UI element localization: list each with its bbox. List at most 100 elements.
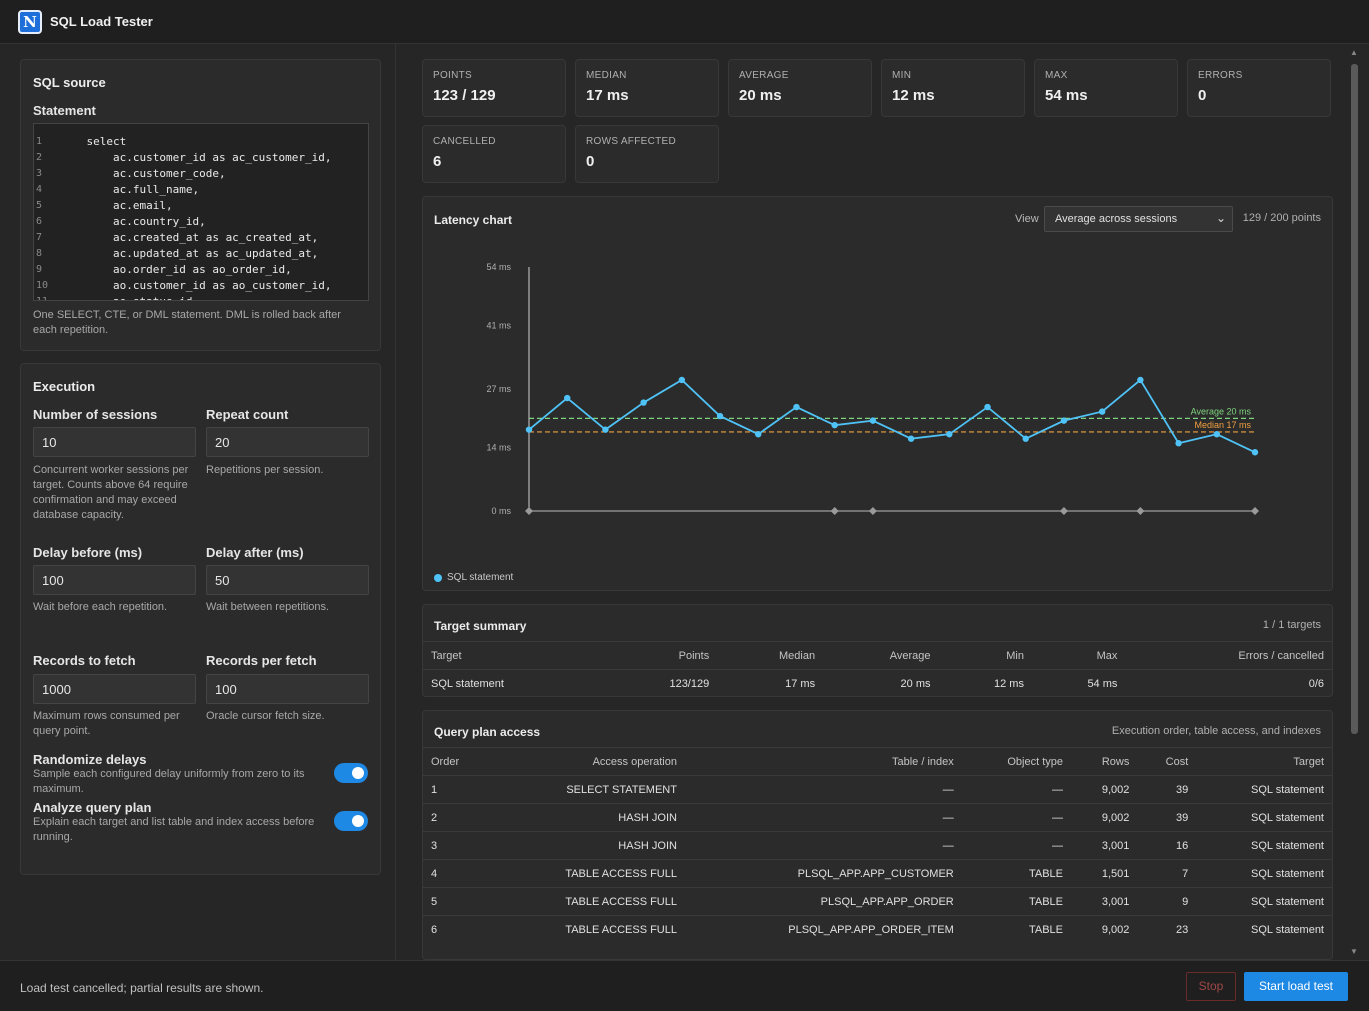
data-point: [793, 403, 800, 411]
table-cell: 3,001: [1071, 831, 1138, 860]
execution-title: Execution: [33, 379, 96, 394]
delay-after-input[interactable]: 50: [206, 565, 369, 595]
code-text: ac.created_at as ac_created_at,: [60, 231, 319, 244]
table-cell: 20 ms: [823, 669, 939, 698]
randomize-toggle[interactable]: [334, 763, 368, 783]
stat-card-average: AVERAGE 20 ms: [728, 59, 872, 117]
stat-card-errors: ERRORS 0: [1187, 59, 1331, 117]
column-header: Rows: [1101, 755, 1130, 768]
code-line: 6 ac.country_id,: [34, 214, 368, 230]
sql-source-card: SQL source Statement 1 select 2 ac.custom…: [20, 59, 381, 351]
column-header: Cost: [1165, 755, 1189, 768]
repeat-input[interactable]: 20: [206, 427, 369, 457]
data-point: [984, 403, 991, 411]
stat-value: 54 ms: [1045, 87, 1088, 104]
records-input[interactable]: 1000: [33, 674, 196, 704]
target-summary-title: Target summary: [434, 619, 527, 633]
table-cell: TABLE ACCESS FULL: [490, 915, 685, 944]
table-cell: 6: [423, 915, 491, 944]
code-line: 9 ao.order_id as ao_order_id,: [34, 262, 368, 278]
data-point: [525, 426, 533, 433]
code-text: ac.full_name,: [60, 183, 200, 196]
code-text: ac.updated_at as ac_updated_at,: [60, 247, 319, 260]
start-load-test-button[interactable]: Start load test: [1244, 972, 1348, 1001]
scroll-down-icon[interactable]: ▼: [1350, 947, 1358, 956]
y-tick-label: 54 ms: [486, 262, 511, 272]
data-point: [1137, 376, 1144, 384]
stat-card-min: MIN 12 ms: [881, 59, 1025, 117]
query-plan-panel: Query plan access Execution order, table…: [422, 710, 1333, 960]
column-header: Order: [431, 755, 460, 768]
data-point: [907, 435, 915, 442]
analyze-toggle[interactable]: [334, 811, 368, 831]
code-line: 3 ac.customer_code,: [34, 166, 368, 182]
per-fetch-input[interactable]: 100: [206, 674, 369, 704]
table-cell: SQL statement: [1196, 831, 1332, 860]
app-logo-icon: N: [18, 9, 42, 34]
table-cell: —: [684, 831, 962, 860]
stat-card-median: MEDIAN 17 ms: [575, 59, 719, 117]
stat-card-rows-affected: ROWS AFFECTED 0: [575, 125, 719, 183]
table-cell: TABLE: [961, 859, 1071, 888]
cancelled-marker: [1059, 507, 1068, 515]
latency-chart: 54 ms 41 ms 27 ms 14 ms 0 ms Average 20 ms Med…: [486, 262, 1259, 516]
table-cell: PLSQL_APP.APP_CUSTOMER: [684, 859, 962, 888]
chart-legend: SQL statement: [434, 572, 513, 583]
execution-card: Execution Number of sessions 10 Concurre…: [20, 363, 381, 875]
scroll-up-icon[interactable]: ▲: [1350, 48, 1358, 57]
table-cell: SQL statement: [1196, 887, 1332, 916]
table-cell: —: [961, 775, 1071, 804]
code-text: ao.status_id,: [60, 294, 199, 300]
stat-value: 20 ms: [739, 87, 782, 104]
scrollbar-thumb[interactable]: [1351, 64, 1358, 734]
settings-pane: SQL source Statement 1 select 2 ac.custom…: [0, 44, 396, 960]
column-header: Table / index: [891, 755, 954, 768]
line-number: 3: [36, 168, 43, 179]
per-fetch-label: Records per fetch: [206, 653, 317, 668]
stat-label: MEDIAN: [586, 70, 627, 81]
analyze-label: Analyze query plan: [33, 800, 152, 815]
cancelled-marker: [830, 507, 839, 515]
legend-dot-icon: [434, 573, 442, 582]
table-cell: —: [684, 775, 962, 804]
data-point: [1175, 440, 1182, 447]
y-tick-label: 0 ms: [491, 506, 511, 516]
table-cell: 9,002: [1071, 803, 1138, 832]
stat-label: AVERAGE: [739, 70, 789, 81]
query-plan-table: Order Access operation Table / index Object…: [423, 747, 1332, 944]
line-number: 1: [36, 136, 43, 147]
app-title: SQL Load Tester: [50, 14, 153, 29]
target-count: 1 / 1 targets: [1262, 619, 1321, 631]
data-point: [755, 430, 762, 438]
table-cell: 1,501: [1071, 859, 1138, 888]
code-text: ao.order_id as ao_order_id,: [60, 263, 292, 276]
data-point: [869, 417, 877, 424]
stat-label: ROWS AFFECTED: [586, 136, 677, 147]
view-label: View: [1015, 213, 1039, 225]
sessions-input[interactable]: 10: [33, 427, 196, 457]
delay-before-input[interactable]: 100: [33, 565, 196, 595]
stat-value: 0: [1198, 87, 1207, 104]
stop-button[interactable]: Stop: [1186, 972, 1236, 1001]
column-header: Object type: [1007, 755, 1063, 768]
column-header: Target: [431, 649, 462, 662]
repeat-label: Repeat count: [206, 407, 289, 422]
view-select[interactable]: Average across sessions ⌄: [1044, 206, 1233, 232]
code-text: ac.country_id,: [60, 215, 206, 228]
column-header: Points: [678, 649, 710, 662]
delay-before-help: Wait before each repetition.: [33, 601, 168, 613]
sql-editor[interactable]: 1 select 2 ac.customer_id as ac_customer_…: [33, 123, 369, 301]
data-point: [946, 430, 953, 438]
table-cell: 123/129: [603, 669, 718, 698]
chevron-down-icon: ⌄: [1215, 211, 1226, 225]
delay-after-help: Wait between repetitions.: [206, 601, 330, 613]
table-row: 4 TABLE ACCESS FULL PLSQL_APP.APP_CUSTOMER…: [423, 859, 1332, 888]
stat-label: ERRORS: [1198, 70, 1243, 81]
sessions-help: Concurrent worker sessions per target. C…: [33, 464, 189, 521]
line-number: 10: [36, 280, 49, 291]
code-line: 7 ac.created_at as ac_created_at,: [34, 230, 368, 246]
column-header: Target: [1293, 755, 1324, 768]
stat-value: 0: [586, 153, 595, 170]
table-cell: 3: [423, 831, 491, 860]
code-line: 1 select: [34, 134, 368, 150]
